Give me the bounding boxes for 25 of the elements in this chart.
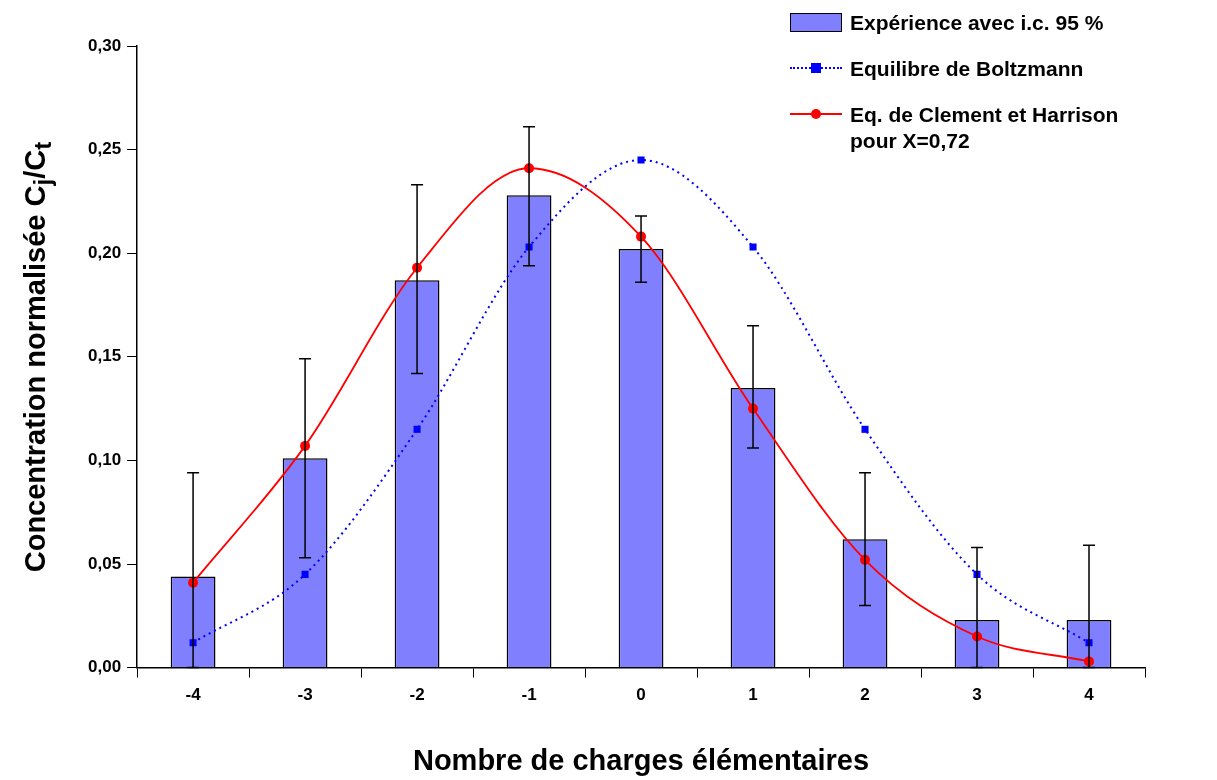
y-tick-label: 0,05 — [87, 553, 122, 573]
x-axis-title: Nombre de charges élémentaires — [412, 743, 870, 777]
point — [749, 243, 757, 251]
legend-label: Eq. de Clement et Harrison pour X=0,72 — [850, 102, 1120, 154]
point — [301, 570, 309, 578]
point — [637, 156, 645, 164]
y-tick-label: 0,15 — [87, 346, 122, 366]
x-tick-label: 4 — [1084, 685, 1095, 705]
y-tick-label: 0,20 — [87, 242, 122, 262]
x-tick-label: 0 — [636, 685, 646, 705]
point — [861, 425, 869, 433]
x-tick-label: -2 — [409, 685, 425, 705]
x-tick-label: -1 — [521, 685, 537, 705]
x-tick-label: -4 — [185, 685, 202, 705]
legend-label: Expérience avec i.c. 95 % — [850, 10, 1104, 36]
y-tick-label: 0,00 — [87, 657, 122, 677]
x-tick-label: 3 — [972, 685, 982, 705]
y-tick-label: 0,30 — [87, 35, 122, 55]
y-tick-label: 0,10 — [87, 450, 122, 470]
x-tick-label: 1 — [748, 685, 758, 705]
x-tick-label: 2 — [860, 685, 870, 705]
point — [413, 425, 421, 433]
y-tick-label: 0,25 — [87, 139, 122, 159]
x-tick-label: -3 — [297, 685, 313, 705]
legend-label: Equilibre de Boltzmann — [850, 56, 1084, 82]
